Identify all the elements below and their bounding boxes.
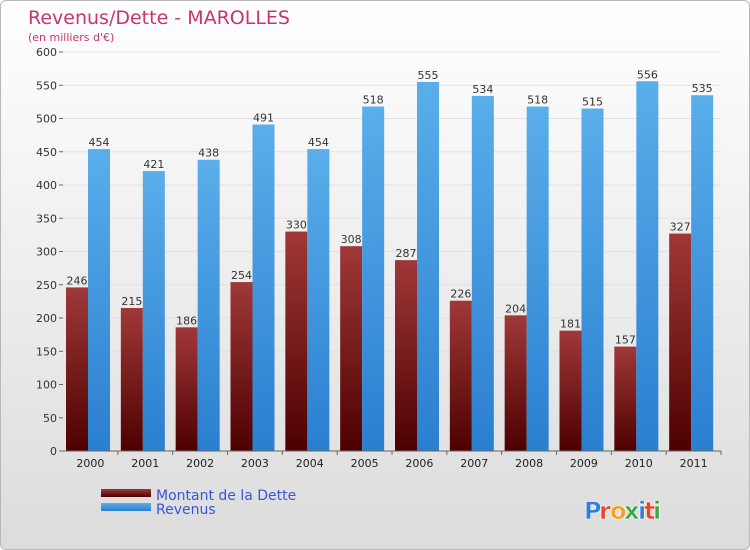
value-label-debt: 308 (341, 233, 362, 246)
y-axis-ticks: 0 50 100 150 200 250 300 350 400 450 500 550 600 (36, 46, 63, 458)
x-tick-label: 2006 (405, 457, 433, 470)
value-label-debt: 186 (176, 314, 197, 327)
legend-label-revenus: Revenus (156, 502, 216, 518)
bar-debt (285, 231, 308, 451)
bar-debt (230, 282, 253, 451)
x-tick-label: 2003 (241, 457, 269, 470)
bar-revenus (581, 108, 604, 452)
bar-revenus (526, 106, 549, 451)
y-tick-label: 450 (36, 146, 57, 159)
bar-debt (175, 327, 198, 451)
x-tick-label: 2009 (570, 457, 598, 470)
logo-letter: i (638, 497, 646, 525)
value-label-revenus: 454 (308, 136, 329, 149)
x-tick-label: 2008 (515, 457, 543, 470)
x-tick-label: 2004 (296, 457, 324, 470)
bars (66, 81, 714, 452)
legend-swatch-revenus (101, 503, 151, 511)
bar-revenus (142, 171, 165, 451)
bar-debt (669, 233, 692, 451)
x-axis-ticks: 2000 2001 2002 2003 2004 2005 2006 2007 2008 2009… (76, 451, 722, 470)
value-label-debt: 181 (560, 318, 581, 331)
y-tick-label: 350 (36, 212, 57, 225)
y-tick-label: 0 (50, 445, 57, 458)
value-label-revenus: 515 (582, 96, 603, 109)
value-label-debt: 330 (286, 219, 307, 232)
bar-revenus (362, 106, 385, 451)
bar-debt (120, 308, 143, 451)
logo-letter: x (624, 497, 640, 525)
y-tick-label: 50 (43, 412, 57, 425)
logo-letter: i (653, 497, 661, 525)
x-tick-label: 2001 (131, 457, 159, 470)
y-tick-label: 250 (36, 279, 57, 292)
legend: Montant de la Dette Revenus (101, 488, 296, 518)
bar-revenus (471, 95, 494, 451)
bar-debt (504, 315, 527, 451)
bar-revenus (636, 81, 659, 451)
value-labels: 246 454 215 421 186 438 254 491 330 454 308 518 287 5… (67, 68, 713, 346)
x-tick-label: 2010 (625, 457, 653, 470)
y-tick-label: 500 (36, 113, 57, 126)
bar-revenus (197, 159, 220, 452)
value-label-debt: 226 (450, 288, 471, 301)
bar-debt (66, 287, 88, 451)
value-label-revenus: 454 (89, 136, 110, 149)
bar-debt (449, 300, 472, 451)
legend-label-debt: Montant de la Dette (156, 488, 296, 504)
logo-letter: P (584, 497, 602, 525)
y-tick-label: 400 (36, 179, 57, 192)
value-label-debt: 157 (615, 334, 636, 347)
logo-letter: r (599, 497, 611, 525)
y-tick-label: 300 (36, 246, 57, 259)
bar-debt (559, 330, 582, 451)
legend-swatch-debt (101, 489, 151, 497)
value-label-revenus: 421 (143, 158, 164, 171)
bar-revenus (252, 124, 275, 452)
value-label-revenus: 555 (418, 69, 439, 82)
y-tick-label: 600 (36, 46, 57, 59)
logo-letter: o (610, 497, 627, 525)
value-label-debt: 287 (396, 247, 417, 260)
x-tick-label: 2002 (186, 457, 214, 470)
value-label-revenus: 518 (527, 94, 548, 107)
x-tick-label: 2011 (680, 457, 708, 470)
bar-debt (614, 346, 637, 451)
value-label-debt: 204 (505, 302, 526, 315)
x-tick-label: 2000 (76, 457, 104, 470)
value-label-debt: 254 (231, 269, 252, 282)
bar-revenus (88, 149, 110, 451)
value-label-revenus: 491 (253, 111, 274, 124)
value-label-debt: 327 (670, 221, 691, 234)
logo-letter: t (644, 497, 655, 525)
y-tick-label: 200 (36, 312, 57, 325)
value-label-revenus: 534 (472, 83, 493, 96)
x-tick-label: 2007 (460, 457, 488, 470)
chart-subtitle: (en milliers d'€) (28, 31, 114, 44)
bar-revenus (307, 149, 330, 451)
value-label-revenus: 535 (692, 82, 713, 95)
bar-revenus (691, 95, 714, 451)
value-label-revenus: 556 (637, 68, 658, 81)
bar-debt (340, 246, 363, 451)
bar-debt (395, 260, 417, 451)
y-tick-label: 100 (36, 379, 57, 392)
y-tick-label: 550 (36, 79, 57, 92)
chart-title: Revenus/Dette - MAROLLES (28, 7, 290, 29)
value-label-debt: 215 (121, 295, 142, 308)
value-label-revenus: 518 (363, 94, 384, 107)
x-tick-label: 2005 (351, 457, 379, 470)
value-label-debt: 246 (67, 274, 88, 287)
value-label-revenus: 438 (198, 147, 219, 160)
bar-revenus (417, 81, 439, 452)
y-tick-label: 150 (36, 345, 57, 358)
grid-lines (63, 51, 721, 452)
